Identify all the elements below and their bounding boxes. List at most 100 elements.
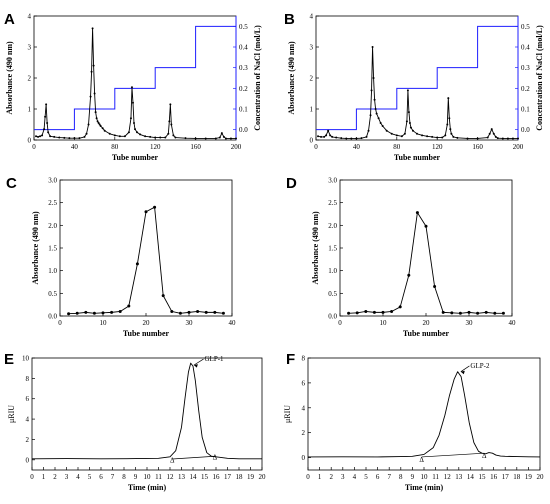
x-tick-label: 9: [411, 473, 415, 481]
data-point: [73, 137, 76, 140]
data-point: [350, 137, 353, 140]
y-tick-label: 2: [310, 75, 314, 83]
x-tick-label: 0: [30, 473, 34, 481]
x-tick-label: 2: [329, 473, 333, 481]
data-point: [68, 137, 71, 140]
data-point: [488, 132, 491, 135]
data-point: [214, 137, 217, 140]
data-point: [172, 134, 175, 137]
y-axis-title: Absorbance (490 nm): [311, 211, 320, 285]
y-tick-label: 8: [302, 355, 306, 363]
peak-baseline: [172, 455, 215, 460]
data-point: [161, 294, 165, 298]
data-point: [91, 27, 94, 30]
data-point: [113, 134, 116, 137]
data-point: [153, 205, 157, 209]
data-point: [377, 117, 380, 120]
data-point: [90, 70, 93, 73]
y-tick-label: 4: [302, 404, 306, 412]
data-point: [360, 137, 363, 140]
y-tick-label: 6: [302, 379, 306, 387]
x-tick-label: 0: [338, 319, 342, 327]
peak-boundary-marker: Δ: [170, 456, 175, 464]
data-point: [99, 125, 102, 128]
data-point: [492, 132, 495, 135]
y2-tick-label: 0.5: [239, 23, 248, 31]
x-tick-label: 3: [65, 473, 69, 481]
data-point: [144, 210, 148, 214]
panel-letter: E: [4, 351, 14, 368]
y-axis-title: Absorbance (490 nm): [5, 41, 14, 115]
x-tick-label: 18: [513, 473, 521, 481]
data-point: [446, 123, 449, 126]
x-tick-label: 1: [318, 473, 322, 481]
x-axis-title: Time (min): [405, 483, 444, 492]
plot-frame: [31, 357, 263, 471]
data-point: [194, 137, 197, 140]
data-point: [441, 310, 445, 314]
y2-tick-label: 0.4: [239, 44, 248, 52]
data-point: [154, 136, 157, 139]
data-point: [456, 136, 459, 139]
data-point: [108, 132, 111, 135]
y-axis-title: μRIU: [7, 405, 16, 423]
data-point: [167, 132, 170, 135]
data-point: [83, 135, 86, 138]
data-point: [123, 135, 126, 138]
data-point: [431, 135, 434, 138]
data-point: [400, 135, 403, 138]
data-point: [371, 46, 374, 48]
x-tick-label: 7: [111, 473, 115, 481]
y-tick-label: 2: [26, 436, 30, 444]
y2-tick-label: 0.0: [521, 126, 530, 134]
panel-letter: F: [286, 351, 295, 368]
peak-label: GLP-2: [470, 362, 490, 370]
data-point: [45, 103, 48, 106]
data-point: [340, 137, 343, 140]
x-tick-label: 40: [229, 319, 237, 327]
data-point: [364, 309, 368, 313]
data-point: [441, 136, 444, 139]
data-point: [320, 135, 323, 138]
x-axis-title: Tube number: [394, 153, 441, 162]
data-point: [44, 115, 47, 118]
data-point: [204, 310, 208, 314]
data-point: [323, 135, 326, 138]
data-point: [403, 132, 406, 135]
y2-tick-label: 0.3: [521, 64, 530, 72]
x-tick-label: 6: [99, 473, 103, 481]
data-point: [406, 89, 409, 92]
data-point: [494, 135, 497, 138]
series-line: [31, 362, 262, 460]
x-tick-label: 16: [490, 473, 498, 481]
data-point: [373, 98, 376, 101]
x-tick-label: 160: [472, 143, 483, 151]
x-tick-label: 9: [134, 473, 138, 481]
x-tick-label: 8: [399, 473, 403, 481]
plot-frame: [307, 357, 541, 471]
data-point: [118, 135, 121, 138]
data-point: [222, 135, 225, 138]
data-point: [367, 129, 370, 132]
data-point: [490, 128, 493, 131]
y-tick-label: 1.5: [48, 245, 57, 253]
peak-label: GLP-1: [205, 355, 225, 363]
y-tick-label: 2.0: [48, 222, 57, 230]
data-point: [103, 129, 106, 132]
data-point: [372, 77, 375, 79]
y-tick-label: 1: [28, 106, 32, 114]
data-point: [395, 134, 398, 137]
data-point: [355, 311, 359, 315]
data-point: [168, 120, 171, 123]
data-point: [407, 273, 411, 277]
data-point: [221, 311, 225, 315]
data-point: [101, 311, 105, 315]
data-point: [97, 121, 100, 124]
plot-frame: [339, 179, 513, 317]
y-tick-label: 6: [26, 395, 30, 403]
data-point: [450, 132, 453, 135]
data-point: [458, 311, 462, 315]
data-point: [39, 135, 42, 138]
x-tick-label: 200: [231, 143, 242, 151]
data-point: [517, 137, 519, 140]
